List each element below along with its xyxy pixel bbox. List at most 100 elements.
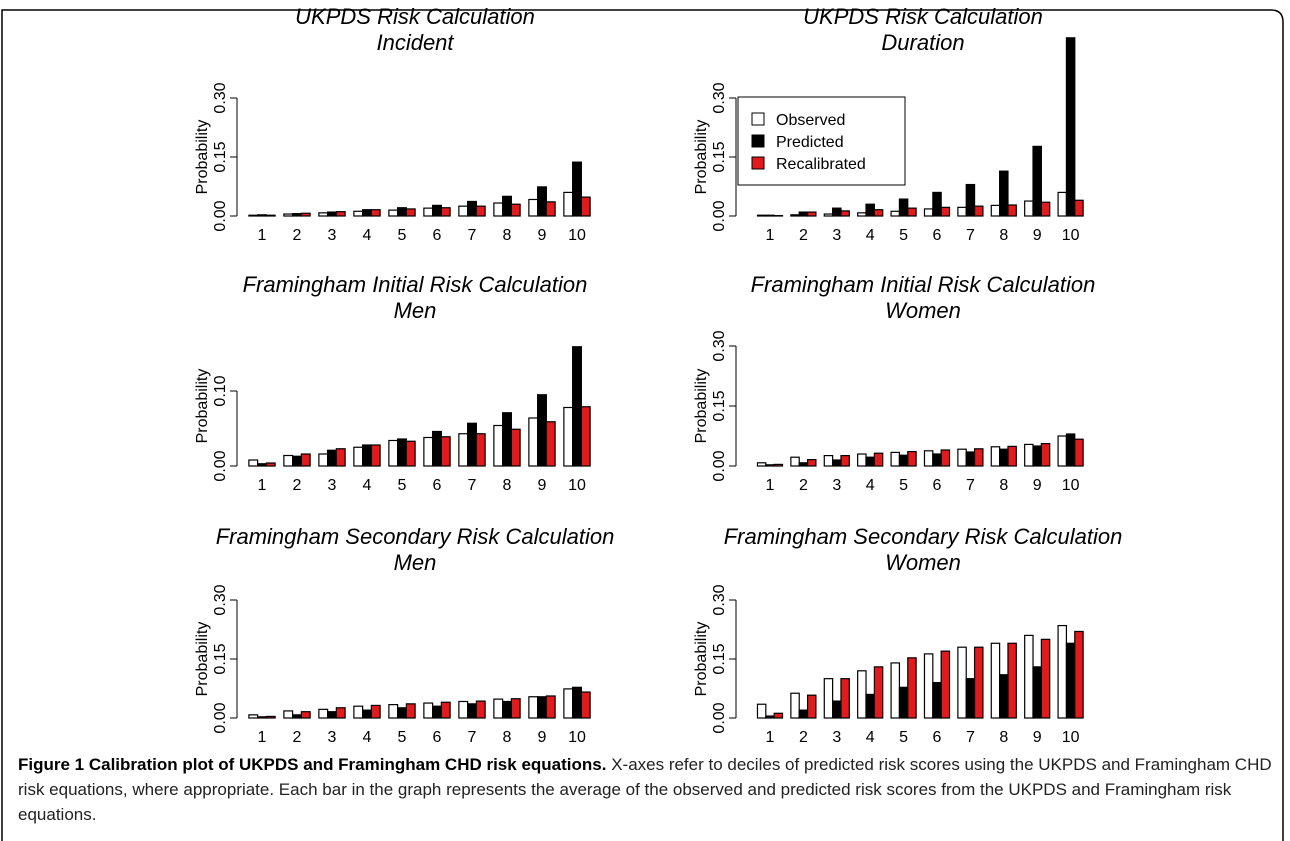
y-tick-label: 0.00 <box>711 200 728 231</box>
bar <box>1065 642 1076 719</box>
bar <box>475 205 486 217</box>
chart-subtitle: Women <box>885 298 961 323</box>
bar <box>440 207 451 217</box>
y-tick-label: 0.30 <box>212 584 229 615</box>
x-tick-label: 7 <box>966 729 975 746</box>
bar <box>865 203 875 217</box>
bar <box>806 459 817 467</box>
bar <box>458 700 469 719</box>
bar <box>756 703 767 719</box>
bar <box>537 394 547 467</box>
x-tick-label: 5 <box>899 227 908 244</box>
legend-swatch <box>751 156 765 170</box>
bar <box>890 451 901 467</box>
bar <box>798 709 809 719</box>
x-tick-label: 5 <box>899 477 908 494</box>
bar <box>397 207 407 217</box>
x-tick-label: 10 <box>568 227 586 244</box>
x-tick-label: 9 <box>1033 227 1042 244</box>
legend-label: Observed <box>776 112 845 129</box>
x-tick-label: 10 <box>568 477 586 494</box>
bar <box>865 693 875 719</box>
bar <box>257 463 267 467</box>
bar <box>493 698 504 719</box>
legend-swatch <box>751 134 765 148</box>
bar <box>806 694 817 719</box>
bar <box>790 692 800 719</box>
bar <box>405 440 416 467</box>
x-tick-label: 1 <box>258 729 267 746</box>
bar <box>318 212 329 217</box>
x-tick-label: 3 <box>328 729 337 746</box>
bar <box>857 453 867 467</box>
bar <box>475 700 486 719</box>
bar <box>965 678 976 719</box>
y-axis-label: Probability <box>693 622 710 697</box>
bar <box>756 462 767 467</box>
legend-label: Recalibrated <box>776 156 866 173</box>
y-axis-label: Probability <box>194 369 211 444</box>
bar <box>1057 191 1068 217</box>
bar <box>432 705 442 719</box>
y-tick-label: 0.15 <box>711 141 728 172</box>
x-tick-label: 10 <box>568 729 586 746</box>
bar <box>957 206 967 217</box>
bar <box>940 650 951 719</box>
bar <box>907 657 917 719</box>
bar <box>370 209 381 217</box>
bar <box>572 346 582 467</box>
bar <box>798 211 809 217</box>
bar <box>798 462 809 467</box>
bar <box>873 209 884 217</box>
chart-title: Framingham Initial Risk Calculation <box>751 272 1096 297</box>
bar <box>1032 445 1042 467</box>
x-tick-label: 8 <box>503 729 512 746</box>
bar <box>458 205 469 217</box>
x-tick-label: 6 <box>933 477 942 494</box>
x-tick-label: 5 <box>398 729 407 746</box>
chart-title: Framingham Initial Risk Calculation <box>243 272 588 297</box>
bar <box>840 455 850 467</box>
bar <box>923 653 934 719</box>
bar <box>440 701 451 719</box>
x-tick-label: 7 <box>468 477 477 494</box>
bar <box>510 203 521 217</box>
x-tick-label: 4 <box>363 227 372 244</box>
y-tick-label: 0.00 <box>212 702 229 733</box>
bar <box>790 456 800 467</box>
bar <box>832 459 842 467</box>
bar <box>873 666 884 719</box>
bar <box>397 438 407 467</box>
bar <box>765 464 775 467</box>
bar <box>965 183 976 217</box>
bar <box>580 406 591 467</box>
y-tick-label: 0.00 <box>711 702 728 733</box>
bar <box>990 446 1001 467</box>
chart-title: Framingham Secondary Risk Calculation <box>216 524 615 549</box>
bar <box>1057 435 1068 467</box>
bar <box>907 207 917 217</box>
bar <box>248 459 259 467</box>
bar <box>572 686 582 719</box>
y-tick-label: 0.15 <box>212 141 229 172</box>
chart-subtitle: Incident <box>376 30 454 55</box>
y-tick-label: 0.15 <box>711 390 728 421</box>
caption: Figure 1 Calibration plot of UKPDS and F… <box>18 752 1273 827</box>
x-tick-label: 1 <box>258 227 267 244</box>
bar <box>1065 433 1076 467</box>
x-tick-label: 7 <box>468 227 477 244</box>
bar <box>957 448 967 467</box>
x-tick-label: 4 <box>363 477 372 494</box>
y-axis-label: Probability <box>693 120 710 195</box>
x-tick-label: 2 <box>799 477 808 494</box>
bar <box>388 209 399 217</box>
x-tick-label: 8 <box>503 477 512 494</box>
bar <box>528 417 539 467</box>
x-tick-label: 6 <box>933 729 942 746</box>
bar <box>932 681 942 719</box>
x-tick-label: 2 <box>293 729 302 746</box>
x-tick-label: 4 <box>363 729 372 746</box>
bar <box>327 711 337 719</box>
